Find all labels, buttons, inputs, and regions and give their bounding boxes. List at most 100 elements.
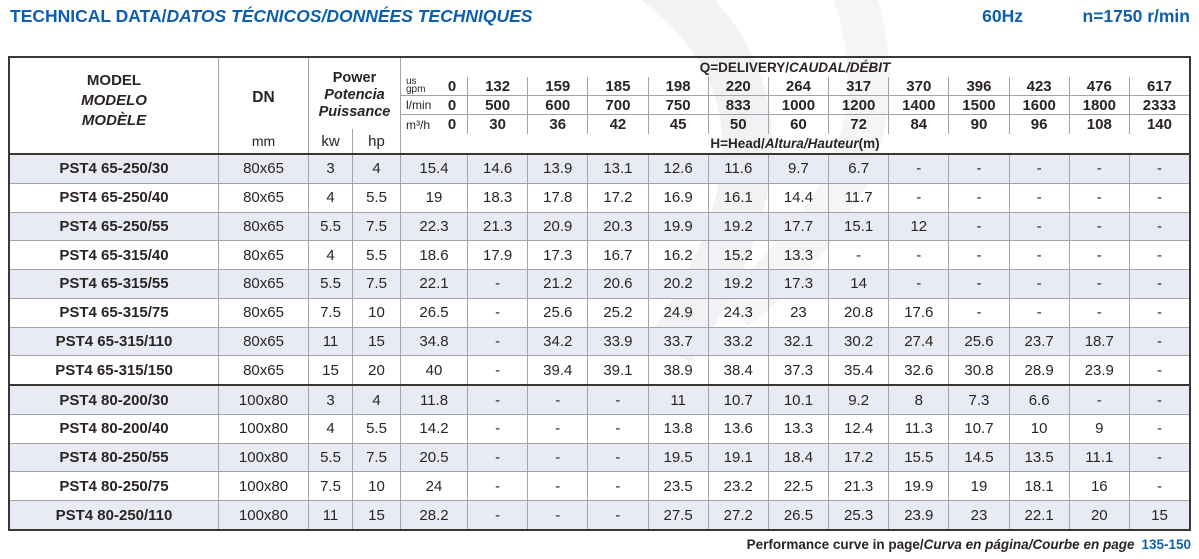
- head-cell: 21.3: [829, 472, 890, 501]
- head-cell: 23.9: [1070, 356, 1130, 385]
- head-cell: 22.1: [401, 270, 468, 298]
- hp-cell: 5.5: [353, 414, 401, 443]
- head-cell: -: [889, 155, 950, 183]
- head-cell: 10.1: [769, 386, 830, 414]
- head-cell: -: [1156, 477, 1162, 495]
- head-cell: 23.7: [1010, 327, 1070, 356]
- flow-value-cell: 617: [1146, 77, 1172, 95]
- head-cell: 25.2: [588, 298, 649, 327]
- head-cell: -: [1156, 275, 1162, 293]
- kw-cell: 11: [309, 501, 353, 529]
- head-cell: 20.2: [649, 270, 709, 298]
- power-header-labels: Power Potencia Puissance: [309, 58, 400, 129]
- flow-value-cell: 185: [588, 77, 649, 95]
- flow-value-cell: 423: [1010, 77, 1070, 95]
- power-column-header: Power Potencia Puissance kw hp: [309, 58, 401, 153]
- head-cell: 14.4: [769, 183, 830, 212]
- head-cell: -: [1070, 155, 1130, 183]
- technical-data-table: MODEL MODELO MODÈLE DN mm Power Potencia…: [8, 56, 1191, 531]
- head-cell: 18.4: [769, 443, 830, 472]
- head-cell: -: [468, 472, 529, 501]
- head-cell: -: [1156, 391, 1162, 409]
- head-cell: -: [588, 472, 649, 501]
- delivery-en: Q=DELIVERY/: [699, 60, 789, 75]
- model-header-fr: MODÈLE: [81, 111, 147, 129]
- head-cell: 9.7: [769, 155, 830, 183]
- head-cell: 15: [1151, 506, 1168, 524]
- head-cell: 23.9: [889, 501, 950, 529]
- flow-value-cell: 220: [709, 77, 769, 95]
- flow-unit-rows: us gpm 0 132 159 185 198 220 264 317 370 396 423 476 6…: [401, 76, 1189, 134]
- head-cell: -: [949, 155, 1010, 183]
- table-row: PST4 65-315/75 80x65 7.5 10 26.5-25.6 25.2 24.…: [10, 298, 1189, 328]
- flow-zero-value: 0: [447, 116, 457, 133]
- head-cell: -: [949, 183, 1010, 212]
- kw-cell: 7.5: [309, 298, 353, 327]
- hp-cell: 15: [353, 501, 401, 529]
- head-cell: 17.7: [769, 212, 830, 241]
- head-cell: -: [1070, 183, 1130, 212]
- flow-header: Q=DELIVERY/CAUDAL/DÉBIT us gpm 0 132 159 185 1…: [401, 58, 1189, 153]
- head-cell: 28.2: [401, 501, 468, 529]
- head-cell: -: [528, 443, 589, 472]
- head-cell: -: [1070, 241, 1130, 270]
- table-header: MODEL MODELO MODÈLE DN mm Power Potencia…: [10, 58, 1189, 155]
- head-cell: 20.3: [588, 212, 649, 241]
- head-cell: 17.8: [528, 183, 589, 212]
- footer-page-range: 135-150: [1141, 537, 1191, 552]
- head-cell: 12.4: [829, 414, 890, 443]
- dn-cell: 80x65: [219, 155, 309, 183]
- dn-cell: 80x65: [219, 298, 309, 327]
- head-cell: 26.5: [769, 501, 830, 529]
- head-cell: 11.8: [401, 386, 468, 414]
- head-cell: -: [1156, 217, 1162, 235]
- head-cell: 19.2: [709, 212, 769, 241]
- flow-value-cell: 159: [528, 77, 589, 95]
- flow-value-cell: 30: [468, 115, 529, 134]
- head-cell: 19.5: [649, 443, 709, 472]
- flow-value-cell: 1500: [949, 96, 1010, 114]
- head-cell: 14.5: [949, 443, 1010, 472]
- footer-fr: Courbe en page: [1032, 537, 1135, 552]
- flow-value-cell: 198: [649, 77, 709, 95]
- head-cell: -: [1010, 212, 1070, 241]
- dn-cell: 80x65: [219, 241, 309, 270]
- dn-cell: 80x65: [219, 356, 309, 385]
- head-cell: 18.1: [1010, 472, 1070, 501]
- dn-cell: 100x80: [219, 501, 309, 529]
- head-cell: -: [1070, 298, 1130, 327]
- head-cell: 27.4: [889, 327, 950, 356]
- head-cell: 11.6: [709, 155, 769, 183]
- head-cell: 35.4: [829, 356, 890, 385]
- head-note-unit: (m): [858, 136, 880, 151]
- flow-value-cell: 42: [588, 115, 649, 134]
- head-cell: 20.5: [401, 443, 468, 472]
- model-cell: PST4 65-250/30: [10, 155, 219, 183]
- power-subheaders: kw hp: [309, 129, 400, 153]
- head-cell: -: [1010, 270, 1070, 298]
- model-cell: PST4 80-250/55: [10, 443, 219, 472]
- head-cell: 24.9: [649, 298, 709, 327]
- model-cell: PST4 80-200/30: [10, 386, 219, 414]
- dn-cell: 100x80: [219, 386, 309, 414]
- footer-note: Performance curve in page/Curva en págin…: [747, 537, 1191, 552]
- head-cell: -: [468, 443, 529, 472]
- model-cell: PST4 80-250/75: [10, 472, 219, 501]
- flow-value-cell: 108: [1070, 115, 1130, 134]
- head-cell: -: [1070, 212, 1130, 241]
- table-row: PST4 65-250/30 80x65 3 4 15.4 14.6 13.9 13.1 12.…: [10, 155, 1189, 184]
- power-header-es: Potencia: [324, 87, 385, 103]
- head-cell: -: [528, 414, 589, 443]
- head-cell: 17.2: [829, 443, 890, 472]
- head-cell: 13.5: [1010, 443, 1070, 472]
- flow-value-cell: 72: [829, 115, 890, 134]
- head-cell: 10.7: [709, 386, 769, 414]
- flow-value-cell: 1200: [829, 96, 890, 114]
- flow-value-cell: 833: [709, 96, 769, 114]
- flow-value-cell: 90: [949, 115, 1010, 134]
- head-cell: -: [889, 241, 950, 270]
- head-cell: 20.8: [829, 298, 890, 327]
- hp-subheader: hp: [368, 132, 385, 150]
- head-cell: -: [468, 386, 529, 414]
- kw-cell: 3: [309, 155, 353, 183]
